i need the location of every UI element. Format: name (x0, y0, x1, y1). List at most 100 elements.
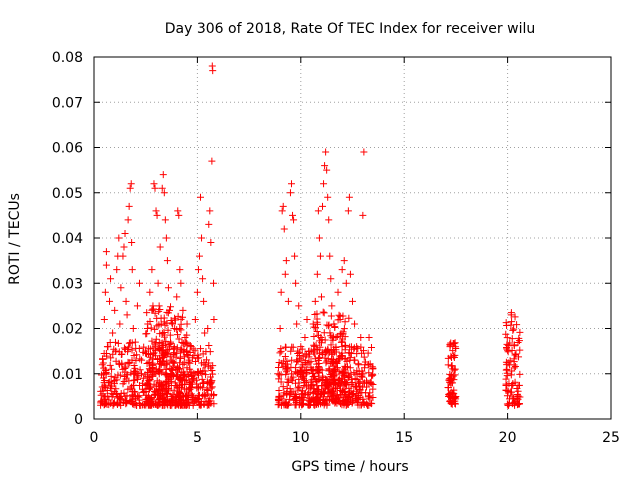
data-point (156, 330, 164, 338)
data-point (131, 364, 139, 372)
data-point (157, 391, 165, 399)
data-point (153, 322, 161, 330)
data-point (282, 365, 290, 373)
data-point (125, 339, 133, 347)
data-point (328, 302, 336, 310)
data-point (327, 341, 335, 349)
data-point (149, 344, 157, 352)
data-point (181, 377, 189, 385)
data-point (316, 252, 324, 260)
data-point (322, 349, 330, 357)
data-point (110, 345, 118, 353)
data-point (362, 377, 370, 385)
data-point (451, 397, 459, 405)
data-point (308, 366, 316, 374)
data-point (294, 347, 302, 355)
data-point (508, 318, 516, 326)
data-point (277, 371, 285, 379)
x-tick-label: 20 (499, 430, 517, 446)
data-point (156, 243, 164, 251)
data-point (146, 353, 154, 361)
data-point (169, 358, 177, 366)
data-point (368, 363, 376, 371)
data-point (516, 346, 524, 354)
data-point (283, 378, 291, 386)
x-tick-label: 25 (602, 430, 620, 446)
data-point (276, 325, 284, 332)
data-point (132, 357, 140, 365)
data-point (200, 359, 208, 367)
data-point (174, 400, 182, 408)
data-point (197, 345, 205, 353)
data-point (295, 375, 303, 383)
data-point (191, 347, 199, 355)
data-point (123, 311, 131, 319)
data-point (511, 351, 519, 359)
data-point (330, 378, 338, 386)
data-point (195, 401, 203, 409)
data-point (331, 323, 339, 331)
data-point (311, 297, 319, 305)
data-point (289, 211, 297, 219)
data-point (167, 401, 175, 409)
data-point (341, 346, 349, 354)
data-point (357, 372, 365, 380)
y-tick-label: 0.08 (52, 50, 83, 66)
data-point (174, 331, 182, 339)
data-point (191, 370, 199, 378)
data-point (508, 335, 516, 343)
data-point (143, 309, 151, 317)
data-point (200, 380, 208, 388)
data-point (153, 211, 161, 219)
data-point (121, 229, 129, 237)
data-point (155, 395, 163, 403)
data-point (120, 344, 128, 352)
data-point (185, 358, 193, 366)
data-point (108, 365, 116, 373)
data-point (284, 401, 292, 409)
data-point (170, 345, 178, 353)
data-point (145, 359, 153, 367)
data-point (188, 354, 196, 362)
data-point (204, 390, 212, 398)
data-point (358, 367, 366, 375)
data-point (502, 330, 510, 338)
data-point (187, 384, 195, 392)
data-point (339, 312, 347, 320)
data-point (163, 308, 171, 316)
data-point (450, 354, 458, 362)
data-point (290, 396, 298, 404)
data-point (312, 345, 320, 353)
data-point (116, 360, 124, 368)
data-point (327, 379, 335, 387)
data-point (116, 393, 124, 401)
data-point (197, 193, 205, 201)
data-point (210, 279, 218, 287)
data-point (174, 312, 182, 320)
data-point (164, 326, 172, 334)
data-point (142, 388, 150, 396)
data-point (320, 180, 328, 188)
data-point (364, 349, 372, 357)
data-point (149, 399, 157, 407)
data-point (322, 148, 330, 156)
data-point (175, 374, 183, 382)
data-point (188, 372, 196, 380)
data-point (128, 239, 136, 247)
data-point (346, 343, 354, 351)
data-point (106, 338, 114, 346)
data-point (119, 252, 127, 260)
data-point (288, 370, 296, 378)
data-point (108, 389, 116, 397)
data-point (113, 400, 121, 408)
data-point (450, 366, 458, 374)
data-point (507, 321, 515, 329)
data-point (317, 334, 325, 342)
data-point (291, 368, 299, 376)
data-point (316, 350, 324, 358)
data-point (329, 350, 337, 358)
data-point (160, 189, 168, 197)
data-point (286, 395, 294, 403)
data-point (137, 370, 145, 378)
data-point (323, 400, 331, 408)
